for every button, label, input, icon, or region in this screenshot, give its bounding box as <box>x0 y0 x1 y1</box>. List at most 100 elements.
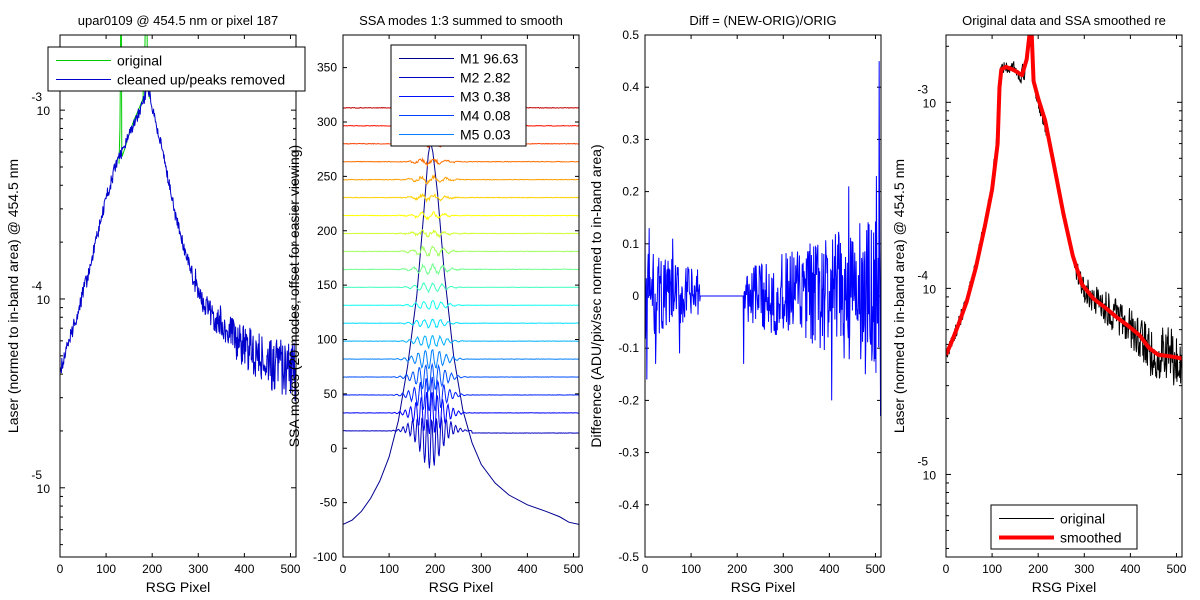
series-line-mode-3 <box>343 391 579 435</box>
series-line-mode-15 <box>343 192 579 204</box>
y-tick-label-exponent: -5 <box>917 454 928 468</box>
y-axis-label: Laser (normed to in-band area) @ 454.5 n… <box>5 159 21 433</box>
x-tick-label: 400 <box>819 562 839 576</box>
legend <box>47 46 306 92</box>
x-axis-label: RSG Pixel <box>731 579 796 595</box>
x-tick-label: 400 <box>517 562 537 576</box>
series-line-mode-12 <box>343 244 579 257</box>
x-tick-label: 500 <box>563 562 583 576</box>
series-line-smoothed <box>946 35 1182 361</box>
y-tick-label: 0.4 <box>622 80 639 94</box>
y-tick-label-exponent: -3 <box>31 90 42 104</box>
x-tick-label: 300 <box>1074 562 1094 576</box>
y-tick-label: -100 <box>313 550 337 564</box>
x-tick-label: 100 <box>982 562 1002 576</box>
y-tick-label-base: 10 <box>37 482 51 496</box>
x-tick-label: 300 <box>188 562 208 576</box>
legend <box>390 44 527 147</box>
legend <box>990 504 1138 550</box>
plot-area-p1 <box>60 35 296 557</box>
y-tick-label-base: 10 <box>37 104 51 118</box>
x-axis-label: RSG Pixel <box>146 579 211 595</box>
y-axis-label: SSA modes (20 modes, offset for easier v… <box>286 145 302 447</box>
legend-label: original <box>117 53 162 69</box>
x-tick-label: 0 <box>57 562 64 576</box>
y-tick-label: 50 <box>324 387 338 401</box>
chart-title: SSA modes 1:3 summed to smooth <box>359 13 563 28</box>
y-tick-label: 150 <box>317 278 337 292</box>
series-line-mode-14 <box>343 211 579 221</box>
y-tick-label-exponent: -4 <box>917 268 928 282</box>
series-line-mode-9 <box>343 300 579 311</box>
chart-title: Original data and SSA smoothed re <box>962 13 1166 28</box>
y-tick-label: 0 <box>632 289 639 303</box>
y-tick-label: -0.2 <box>618 393 639 407</box>
y-tick-label: 250 <box>317 169 337 183</box>
x-tick-label: 300 <box>471 562 491 576</box>
legend-label: M3 0.38 <box>460 89 511 105</box>
legend-label: cleaned up/peaks removed <box>117 72 285 88</box>
legend-label: M1 96.63 <box>460 51 519 67</box>
series-line-difference <box>645 61 881 417</box>
y-tick-label-base: 10 <box>923 282 937 296</box>
x-axis-label: RSG Pixel <box>1032 579 1097 595</box>
y-axis-label: Laser (normed to in-band area) @ 454.5 n… <box>891 159 907 433</box>
y-tick-label: 300 <box>317 115 337 129</box>
y-tick-label: 0.5 <box>622 28 639 42</box>
y-tick-label: -0.4 <box>618 498 639 512</box>
axes-frame <box>59 34 297 558</box>
series-group <box>946 35 1182 386</box>
series-line-mode-17 <box>343 157 579 167</box>
y-tick-label: -50 <box>320 496 338 510</box>
series-line-mode-16 <box>343 173 579 185</box>
legend-label: original <box>1060 511 1105 527</box>
y-tick-label: -0.5 <box>618 550 639 564</box>
y-tick-label-base: 10 <box>923 96 937 110</box>
y-tick-label: 0.3 <box>622 132 639 146</box>
x-tick-label: 0 <box>340 562 347 576</box>
series-line-mode-5 <box>343 362 579 393</box>
series-line-mode-11 <box>343 262 579 276</box>
y-tick-label-exponent: -3 <box>917 82 928 96</box>
x-tick-label: 0 <box>642 562 649 576</box>
series-line-mode-1 <box>343 141 579 525</box>
series-line-cleaned <box>60 82 296 402</box>
y-tick-label: -0.3 <box>618 446 639 460</box>
series-line-mode-4 <box>343 376 579 412</box>
legend-label: M2 2.82 <box>460 70 511 86</box>
x-tick-label: 200 <box>1028 562 1048 576</box>
x-tick-label: 200 <box>425 562 445 576</box>
x-tick-label: 300 <box>773 562 793 576</box>
x-tick-label: 100 <box>96 562 116 576</box>
axes-frame <box>644 34 882 558</box>
x-tick-label: 0 <box>943 562 950 576</box>
x-tick-label: 400 <box>1120 562 1140 576</box>
series-line-mode-8 <box>343 318 579 329</box>
series-line-mode-2 <box>343 416 579 469</box>
y-tick-label: 100 <box>317 333 337 347</box>
series-line-mode-10 <box>343 282 579 294</box>
chart-title: upar0109 @ 454.5 nm or pixel 187 <box>78 13 278 28</box>
x-tick-label: 400 <box>234 562 254 576</box>
series-line-mode-6 <box>343 349 579 370</box>
x-tick-label: 500 <box>1166 562 1186 576</box>
axes-frame <box>342 34 580 558</box>
y-tick-label: 200 <box>317 224 337 238</box>
y-tick-label: 0 <box>330 441 337 455</box>
y-tick-label-base: 10 <box>923 468 937 482</box>
chart-title: Diff = (NEW-ORIG)/ORIG <box>689 13 836 28</box>
chart-p2: 0 100 200 300 400 500 -100 -50 0 50 100 150 200 250 30… <box>286 13 584 595</box>
legend-label: M4 0.08 <box>460 108 511 124</box>
x-tick-label: 100 <box>681 562 701 576</box>
legend-label: M5 0.03 <box>460 127 511 143</box>
chart-p3: 0 100 200 300 400 500 -0.5 -0.4 -0.3 -0.2 -0.1 0 0.1… <box>588 13 886 595</box>
x-axis-label: RSG Pixel <box>429 579 494 595</box>
x-tick-label: 500 <box>280 562 300 576</box>
y-tick-label: 350 <box>317 61 337 75</box>
plot-area-p4 <box>946 35 1182 557</box>
series-group <box>645 61 881 417</box>
series-group <box>60 35 296 402</box>
